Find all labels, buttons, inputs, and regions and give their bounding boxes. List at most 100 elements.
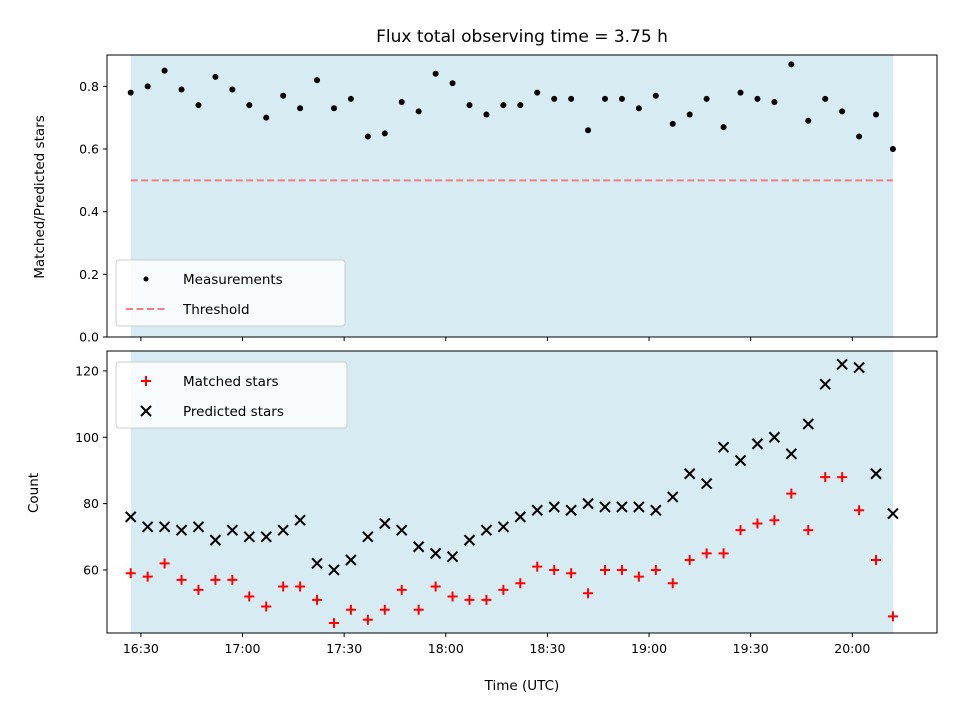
x-tick-label: 18:00 bbox=[428, 641, 464, 656]
matched-stars-point bbox=[854, 505, 865, 516]
measurement-point bbox=[381, 130, 388, 137]
predicted-stars-point bbox=[362, 531, 374, 543]
predicted-stars-point bbox=[125, 511, 137, 523]
measurement-point bbox=[873, 111, 880, 118]
measurement-point bbox=[517, 102, 524, 109]
matched-stars-point bbox=[549, 564, 560, 575]
matched-stars-point bbox=[616, 564, 627, 575]
predicted-stars-point bbox=[328, 564, 340, 576]
predicted-stars-point bbox=[497, 521, 510, 533]
matched-stars-point bbox=[803, 525, 814, 536]
matched-stars-point bbox=[583, 588, 594, 599]
matched-stars-point bbox=[125, 568, 136, 579]
predicted-stars-point bbox=[548, 501, 560, 513]
matched-stars-point bbox=[837, 472, 848, 483]
measurement-point bbox=[263, 114, 270, 121]
measurement-point bbox=[737, 89, 744, 96]
measurement-point bbox=[568, 95, 575, 102]
predicted-stars-point bbox=[853, 361, 865, 374]
measurement-point bbox=[889, 146, 896, 152]
measurement-point bbox=[212, 73, 219, 80]
matched-stars-point bbox=[379, 604, 390, 615]
x-tick-label: 17:30 bbox=[326, 641, 362, 656]
measurement-point bbox=[686, 111, 693, 118]
measurement-point bbox=[144, 83, 151, 90]
measurement-point bbox=[127, 89, 134, 96]
y-tick-label: 0.2 bbox=[79, 267, 99, 282]
predicted-stars-point bbox=[514, 511, 527, 523]
matched-stars-point bbox=[752, 518, 763, 529]
measurement-point bbox=[618, 95, 625, 102]
y-tick-label: 0.0 bbox=[79, 330, 99, 345]
legend-handle-measurements bbox=[143, 276, 149, 282]
axes-frame bbox=[106, 54, 938, 338]
y-tick-label: 80 bbox=[83, 496, 99, 511]
legend-label: Threshold bbox=[182, 302, 250, 318]
measurement-point bbox=[856, 133, 863, 140]
predicted-stars-point bbox=[396, 524, 408, 536]
measurement-point bbox=[297, 105, 304, 112]
matched-stars-point bbox=[413, 604, 424, 615]
predicted-stars-point bbox=[226, 524, 239, 536]
predicted-stars-point bbox=[751, 438, 764, 450]
predicted-stars-point bbox=[175, 524, 188, 536]
matched-stars-point bbox=[447, 591, 458, 602]
predicted-stars-point bbox=[345, 554, 357, 566]
measurement-point bbox=[432, 70, 439, 77]
matched-stars-point bbox=[820, 472, 831, 483]
matched-stars-point bbox=[887, 611, 898, 622]
measurement-point bbox=[771, 99, 778, 105]
measurement-point bbox=[788, 61, 795, 68]
predicted-stars-point bbox=[141, 521, 154, 533]
x-tick-label: 19:30 bbox=[733, 641, 769, 656]
legend-label: Matched stars bbox=[183, 374, 279, 390]
predicted-stars-point bbox=[650, 504, 662, 516]
predicted-stars-point bbox=[192, 521, 205, 533]
predicted-stars-point bbox=[836, 358, 848, 370]
matched-stars-point bbox=[362, 614, 373, 625]
predicted-stars-point bbox=[565, 504, 577, 516]
predicted-stars-point bbox=[700, 477, 713, 490]
predicted-stars-point bbox=[734, 454, 747, 467]
matched-stars-point bbox=[430, 581, 441, 592]
ratio-y-axis-label: Matched/Predicted stars bbox=[32, 115, 48, 278]
chart-title: Flux total observing time = 3.75 h bbox=[376, 27, 668, 47]
matched-stars-point bbox=[735, 525, 746, 536]
legend-box bbox=[115, 361, 348, 429]
measurement-point bbox=[364, 133, 371, 140]
matched-stars-point bbox=[227, 574, 238, 585]
measurement-point bbox=[229, 86, 236, 93]
count-y-axis-label: Count bbox=[26, 473, 42, 513]
matched-stars-point bbox=[684, 555, 695, 566]
measurement-point bbox=[483, 111, 490, 118]
predicted-stars-point bbox=[480, 524, 493, 536]
measurement-point bbox=[551, 95, 558, 102]
legend: Matched stars Predicted stars bbox=[115, 361, 348, 429]
measurement-point bbox=[195, 102, 202, 109]
matched-stars-point bbox=[261, 601, 272, 612]
measurement-point bbox=[415, 108, 422, 115]
measurement-point bbox=[822, 95, 829, 102]
measurement-point bbox=[635, 105, 642, 112]
matched-stars-point bbox=[667, 578, 678, 589]
predicted-stars-point bbox=[277, 524, 289, 536]
matched-stars-point bbox=[295, 581, 306, 592]
matched-stars-point bbox=[769, 515, 780, 526]
matched-stars-point bbox=[244, 591, 255, 602]
y-tick-label: 120 bbox=[75, 363, 99, 378]
predicted-stars-point bbox=[633, 501, 645, 513]
x-tick-label: 18:30 bbox=[529, 641, 565, 656]
legend-handle-matched bbox=[141, 376, 151, 386]
legend-label: Measurements bbox=[183, 272, 283, 288]
measurement-point bbox=[534, 89, 541, 96]
measurement-point bbox=[652, 92, 659, 99]
matched-stars-point bbox=[871, 555, 882, 566]
x-axis-label: Time (UTC) bbox=[484, 678, 560, 694]
matched-stars-point bbox=[633, 571, 644, 582]
matched-stars-point bbox=[396, 584, 407, 595]
predicted-stars-point bbox=[158, 521, 171, 533]
predicted-stars-point bbox=[209, 534, 222, 546]
predicted-stars-point bbox=[785, 448, 798, 460]
legend-box bbox=[115, 259, 346, 327]
